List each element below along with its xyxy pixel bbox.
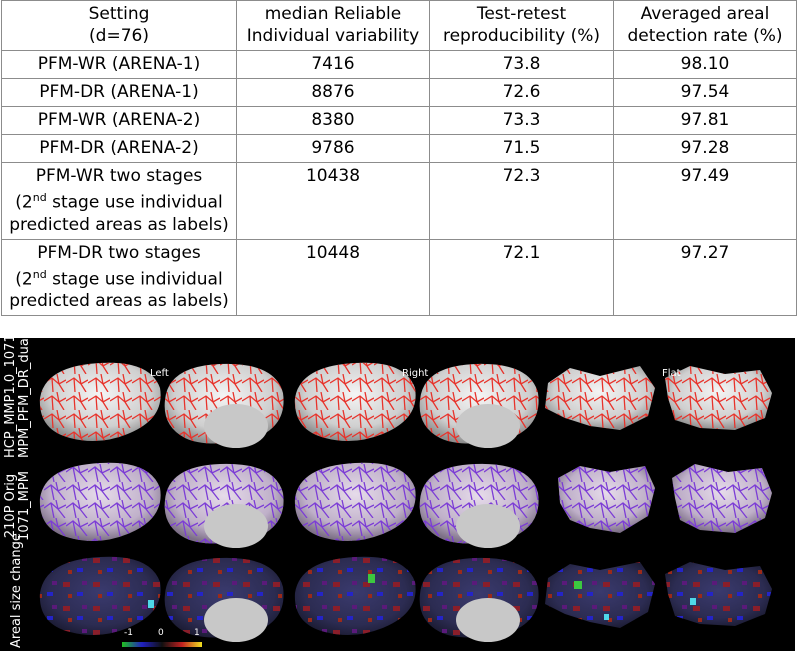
header-text: Test-retest (476, 4, 567, 24)
header-text: Averaged areal (640, 4, 770, 24)
table-row: PFM-WR (ARENA-2) 8380 73.3 97.81 (1, 106, 797, 135)
cell-setting: PFM-DR (ARENA-1) (1, 78, 237, 107)
cell-reproducibility: 72.6 (429, 78, 614, 107)
header-detection: Averaged areal detection rate (%) (613, 0, 797, 51)
row1-surfaces (39, 362, 772, 448)
table-row: PFM-DR two stages (2nd stage use individ… (1, 238, 797, 317)
cell-detection: 97.54 (613, 78, 797, 107)
colorbar-min-label: -1 (124, 628, 133, 638)
table-row: PFM-DR (ARENA-1) 8876 72.6 97.54 (1, 78, 797, 107)
cell-reproducibility: 72.1 (429, 238, 614, 317)
table-header-row: Setting (d=76) median Reliable Individua… (1, 0, 797, 51)
cell-variability: 9786 (236, 134, 430, 163)
header-variability: median Reliable Individual variability (236, 0, 430, 51)
cell-detection: 98.10 (613, 50, 797, 79)
setting-line: (2nd stage use individual (15, 191, 223, 213)
brain-parcellation-figure: HCP_MMP1.0_1071 MPM_PFM_DR_dual 210P Ori… (0, 334, 795, 651)
header-text: median Reliable (264, 4, 402, 24)
table-row: PFM-WR (ARENA-1) 7416 73.8 98.10 (1, 50, 797, 79)
cell-setting: PFM-WR (ARENA-1) (1, 50, 237, 79)
setting-line: predicted areas as labels) (9, 291, 229, 312)
cell-variability: 8876 (236, 78, 430, 107)
header-setting: Setting (d=76) (1, 0, 237, 51)
cell-reproducibility: 73.8 (429, 50, 614, 79)
cell-detection: 97.81 (613, 106, 797, 135)
row-label-text: HCP_MMP1.0_1071 (3, 334, 18, 458)
cell-setting: PFM-WR two stages (2nd stage use individ… (1, 162, 237, 240)
table-row: PFM-DR (ARENA-2) 9786 71.5 97.28 (1, 134, 797, 163)
cell-detection: 97.27 (613, 238, 797, 317)
cell-reproducibility: 71.5 (429, 134, 614, 163)
table-row: PFM-WR two stages (2nd stage use individ… (1, 162, 797, 240)
cell-variability: 10438 (236, 162, 430, 240)
cell-setting: PFM-DR (ARENA-2) (1, 134, 237, 163)
cell-detection: 97.49 (613, 162, 797, 240)
brain-surfaces (39, 362, 772, 647)
results-table: Setting (d=76) median Reliable Individua… (1, 0, 797, 317)
setting-line: (2nd stage use individual (15, 267, 223, 290)
colorbar-max-label: 1 (194, 628, 200, 638)
row-label-text: Areal size change (9, 533, 24, 648)
hemisphere-label-flat: Flat (662, 368, 681, 379)
cell-variability: 7416 (236, 50, 430, 79)
header-reproducibility: Test-retest reproducibility (%) (429, 0, 614, 51)
header-text: Individual variability (246, 26, 420, 46)
header-text: detection rate (%) (627, 26, 783, 46)
colorbar (122, 642, 202, 647)
setting-line: PFM-DR two stages (37, 242, 201, 263)
cell-variability: 10448 (236, 238, 430, 317)
hemisphere-label-right: Right (402, 368, 429, 379)
cell-reproducibility: 73.3 (429, 106, 614, 135)
header-text: reproducibility (%) (442, 26, 601, 46)
header-text: Setting (88, 4, 150, 24)
row-label-1: HCP_MMP1.0_1071 MPM_PFM_DR_dual (3, 334, 32, 458)
header-text: (d=76) (89, 26, 149, 46)
setting-line: PFM-WR two stages (35, 166, 203, 186)
row3-surfaces (39, 556, 772, 642)
cell-reproducibility: 72.3 (429, 162, 614, 240)
row-label-text: MPM_PFM_DR_dual (17, 334, 32, 458)
hemisphere-label-left: Left (150, 368, 169, 379)
row-label-3: Areal size change (9, 533, 24, 648)
row2-surfaces (39, 462, 772, 548)
cell-detection: 97.28 (613, 134, 797, 163)
cell-variability: 8380 (236, 106, 430, 135)
cell-setting: PFM-DR two stages (2nd stage use individ… (1, 238, 237, 317)
colorbar-mid-label: 0 (158, 628, 164, 638)
cell-setting: PFM-WR (ARENA-2) (1, 106, 237, 135)
setting-line: predicted areas as labels) (9, 214, 229, 235)
